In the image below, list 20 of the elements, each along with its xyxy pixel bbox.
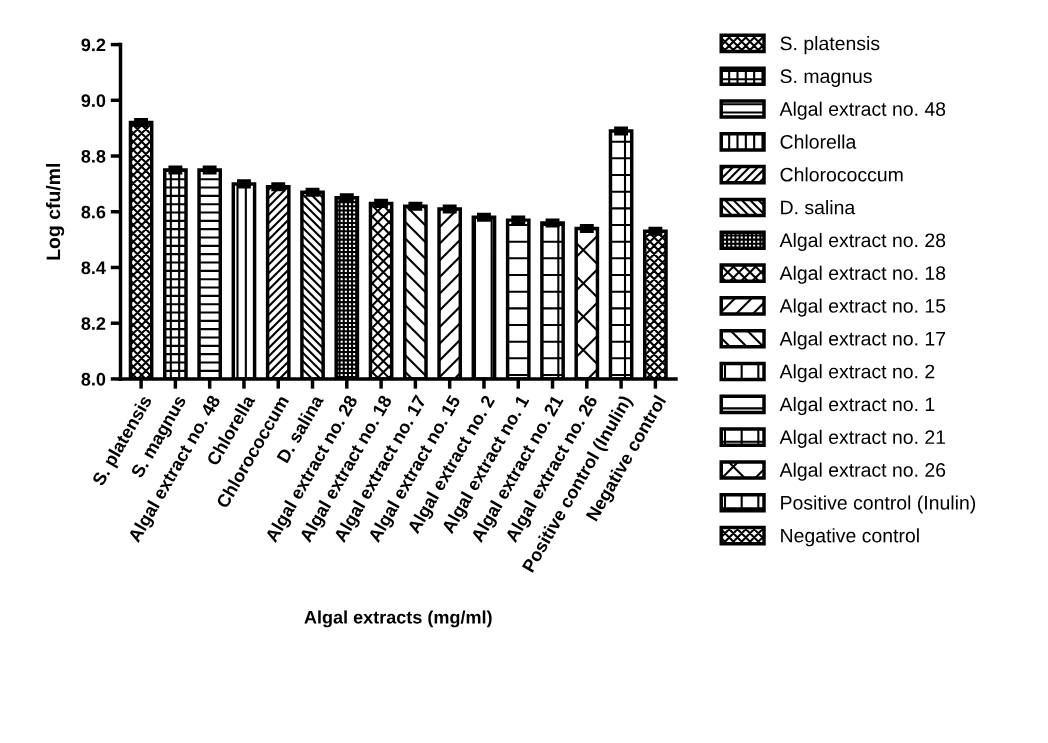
y-tick-label: 9.0 — [81, 94, 106, 108]
legend-label: Algal extract no. 2 — [779, 364, 935, 383]
legend-label: Algal extract no. 48 — [779, 101, 946, 120]
legend-label: Algal extract no. 28 — [779, 232, 946, 252]
y-tick-label: 8.6 — [81, 205, 106, 219]
y-tick-label: 8.2 — [81, 317, 106, 330]
legend-label: Chlorella — [780, 134, 857, 149]
legend-label: Chlorococcum — [780, 167, 903, 182]
x-axis-title: Algal extracts (mg/ml) — [304, 610, 492, 628]
legend-label: D. salina — [781, 200, 856, 215]
y-tick-label: 9.2 — [81, 38, 106, 52]
legend-label: S. magnus — [780, 69, 872, 87]
y-tick-label: 8.0 — [81, 372, 106, 386]
y-axis-title: Log cfu/ml — [45, 163, 65, 260]
y-tick-label: 8.4 — [81, 261, 106, 275]
legend-label: S. platensis — [780, 36, 880, 55]
legend-label: Algal extract no. 17 — [779, 331, 946, 350]
legend-label: Algal extract no. 18 — [779, 265, 946, 284]
y-tick-label: 8.8 — [81, 149, 106, 163]
legend-label: Algal extract no. 15 — [779, 298, 946, 317]
